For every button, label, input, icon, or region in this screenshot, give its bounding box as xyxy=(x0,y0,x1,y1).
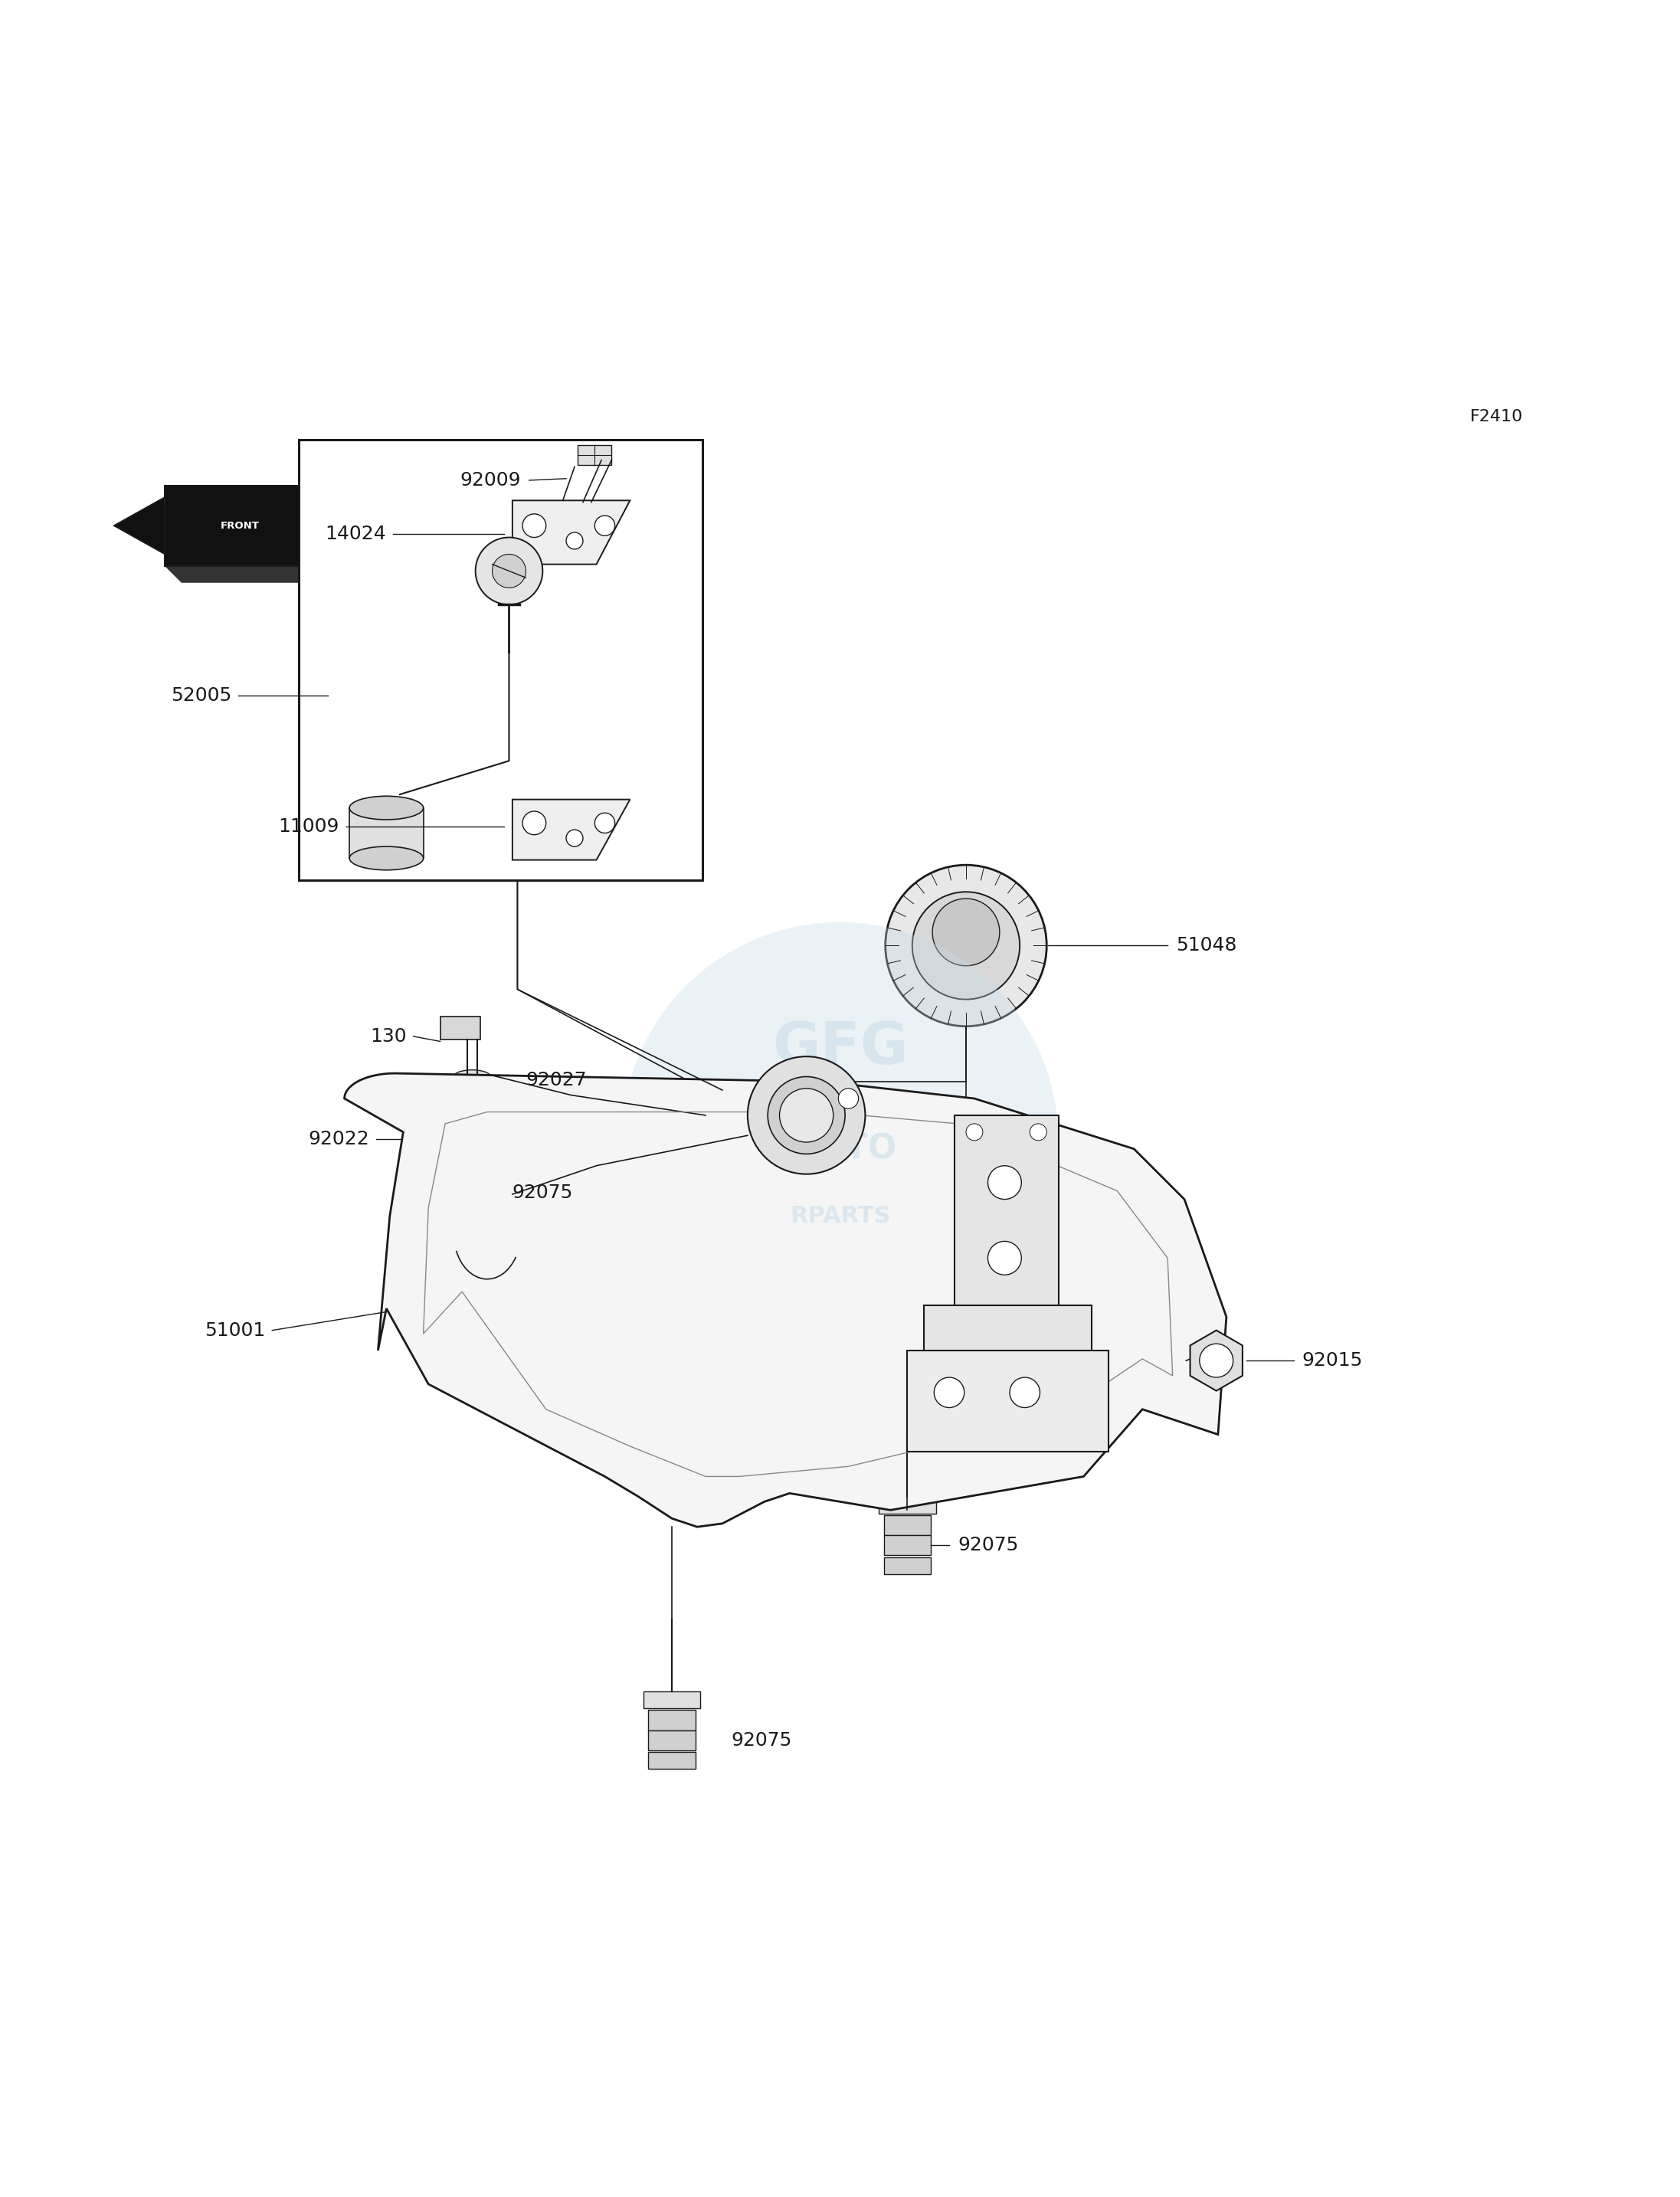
Bar xyxy=(578,446,612,466)
Circle shape xyxy=(522,514,546,538)
Circle shape xyxy=(622,923,1058,1360)
Ellipse shape xyxy=(454,1070,491,1083)
Circle shape xyxy=(566,830,583,846)
Circle shape xyxy=(450,1127,477,1153)
Text: 92015: 92015 xyxy=(1302,1351,1362,1369)
Bar xyxy=(884,1516,931,1536)
Bar xyxy=(501,1088,534,1114)
Circle shape xyxy=(1200,1345,1233,1378)
Text: 92009: 92009 xyxy=(460,470,521,490)
Polygon shape xyxy=(512,800,630,859)
Circle shape xyxy=(966,1123,983,1140)
Polygon shape xyxy=(316,486,333,582)
Ellipse shape xyxy=(349,795,423,819)
Text: RPARTS: RPARTS xyxy=(790,1204,890,1228)
Text: F2410: F2410 xyxy=(1470,409,1524,424)
Bar xyxy=(440,1017,480,1039)
Circle shape xyxy=(780,1088,833,1142)
Bar xyxy=(924,1305,1092,1360)
Circle shape xyxy=(768,1077,845,1153)
Circle shape xyxy=(1030,1123,1047,1140)
Text: 92075: 92075 xyxy=(731,1731,791,1749)
Polygon shape xyxy=(344,1074,1226,1527)
Text: 92022: 92022 xyxy=(309,1129,370,1149)
Text: 92075: 92075 xyxy=(958,1536,1018,1555)
Circle shape xyxy=(988,1241,1021,1274)
Text: 51001: 51001 xyxy=(205,1320,265,1340)
Polygon shape xyxy=(165,567,333,582)
Bar xyxy=(907,1351,1109,1452)
Bar xyxy=(954,1116,1058,1316)
Circle shape xyxy=(475,538,543,604)
Text: 52005: 52005 xyxy=(171,685,232,705)
Circle shape xyxy=(492,554,526,589)
Ellipse shape xyxy=(501,1081,534,1094)
Circle shape xyxy=(595,516,615,536)
Circle shape xyxy=(433,1109,494,1171)
Bar xyxy=(349,808,423,859)
Polygon shape xyxy=(114,497,165,554)
Polygon shape xyxy=(1189,1331,1243,1391)
Bar xyxy=(648,1751,696,1769)
Text: 92027: 92027 xyxy=(526,1070,586,1090)
Bar xyxy=(648,1731,696,1751)
Ellipse shape xyxy=(349,846,423,870)
Circle shape xyxy=(499,1180,526,1208)
Circle shape xyxy=(748,1057,865,1173)
Bar xyxy=(648,1709,696,1731)
Circle shape xyxy=(934,1378,964,1408)
Circle shape xyxy=(885,866,1047,1026)
Circle shape xyxy=(912,892,1020,1000)
Bar xyxy=(879,1496,936,1514)
Circle shape xyxy=(522,811,546,835)
Text: 14024: 14024 xyxy=(326,525,386,543)
Bar xyxy=(884,1558,931,1573)
Circle shape xyxy=(482,1164,543,1224)
Bar xyxy=(643,1692,701,1709)
Polygon shape xyxy=(512,501,630,565)
Bar xyxy=(884,1536,931,1555)
Circle shape xyxy=(566,532,583,549)
Text: MOTO: MOTO xyxy=(783,1131,897,1164)
Text: FRONT: FRONT xyxy=(220,521,260,532)
Bar xyxy=(165,486,316,567)
Circle shape xyxy=(595,813,615,833)
Circle shape xyxy=(932,899,1000,967)
Text: 130: 130 xyxy=(370,1028,407,1046)
Circle shape xyxy=(838,1088,858,1109)
Text: 51048: 51048 xyxy=(1176,936,1236,956)
Text: 92075: 92075 xyxy=(512,1184,573,1202)
Text: 11009: 11009 xyxy=(279,817,339,835)
Bar xyxy=(299,439,702,881)
Circle shape xyxy=(988,1167,1021,1200)
Circle shape xyxy=(1010,1378,1040,1408)
Text: GFG: GFG xyxy=(773,1019,907,1077)
